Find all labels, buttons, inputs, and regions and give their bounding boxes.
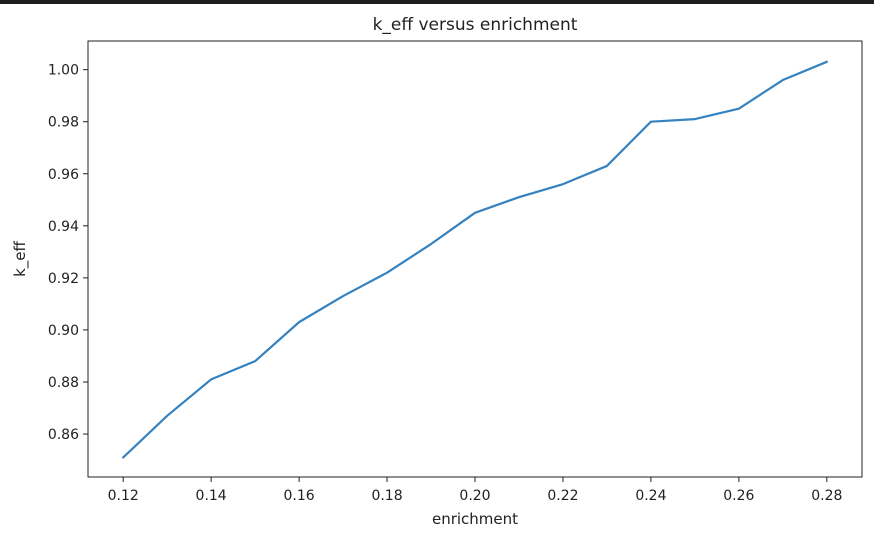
window-top-bar bbox=[0, 0, 874, 4]
y-tick-label: 0.94 bbox=[48, 219, 79, 235]
x-tick-label: 0.24 bbox=[635, 488, 666, 504]
x-tick-label: 0.28 bbox=[811, 488, 842, 504]
x-tick-label: 0.26 bbox=[723, 488, 754, 504]
y-axis: 0.86 0.88 0.90 0.92 0.94 0.96 0.98 1.00 bbox=[48, 63, 88, 443]
x-tick-label: 0.22 bbox=[547, 488, 578, 504]
y-tick-label: 0.90 bbox=[48, 323, 79, 339]
x-tick-label: 0.12 bbox=[108, 488, 139, 504]
y-tick-label: 0.98 bbox=[48, 115, 79, 131]
y-axis-label: k_eff bbox=[11, 240, 30, 276]
plot-area bbox=[87, 40, 863, 478]
x-tick-label: 0.14 bbox=[196, 488, 227, 504]
y-tick-label: 1.00 bbox=[48, 63, 79, 79]
axes-frame bbox=[87, 40, 863, 478]
y-tick-label: 0.86 bbox=[48, 427, 79, 443]
chart-title: k_eff versus enrichment bbox=[373, 15, 578, 35]
x-axis: 0.12 0.14 0.16 0.18 0.20 0.22 0.24 0.26 0.28 bbox=[108, 477, 842, 504]
y-tick-label: 0.96 bbox=[48, 167, 79, 183]
x-tick-label: 0.16 bbox=[284, 488, 315, 504]
y-tick-label: 0.92 bbox=[48, 271, 79, 287]
x-tick-label: 0.20 bbox=[459, 488, 490, 504]
x-axis-label: enrichment bbox=[432, 510, 518, 528]
x-tick-label: 0.18 bbox=[371, 488, 402, 504]
series-line-0 bbox=[122, 60, 828, 459]
y-tick-label: 0.88 bbox=[48, 375, 79, 391]
